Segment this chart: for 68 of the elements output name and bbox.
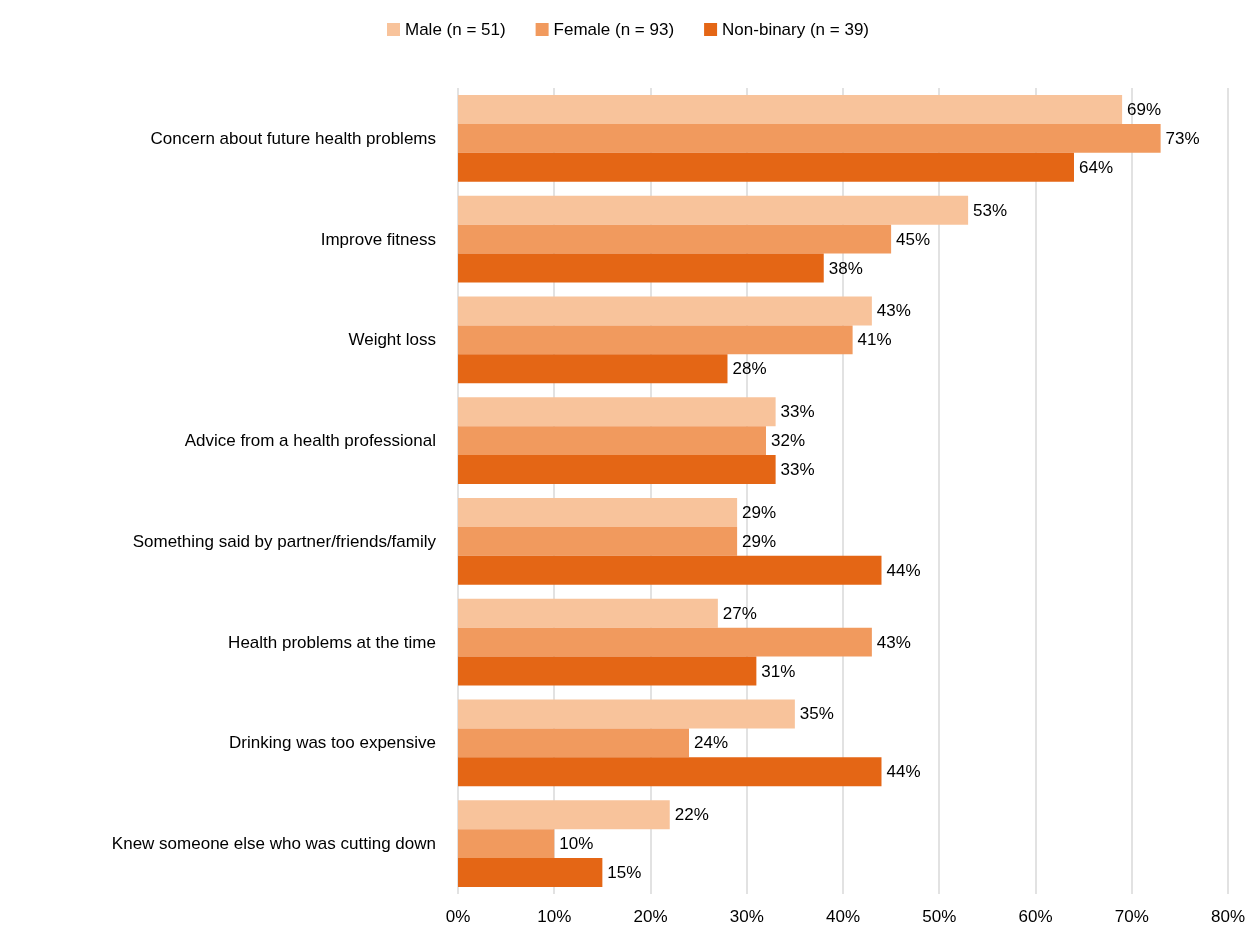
y-tick-label: Weight loss xyxy=(348,330,436,350)
bar xyxy=(458,656,757,686)
data-label: 15% xyxy=(607,863,642,883)
x-tick-label: 20% xyxy=(633,907,668,926)
x-tick-label: 50% xyxy=(922,907,957,926)
legend-label: Male (n = 51) xyxy=(404,20,506,39)
bar xyxy=(458,728,689,758)
x-tick-label: 0% xyxy=(445,907,471,926)
y-tick-label: Knew someone else who was cutting down xyxy=(111,834,436,854)
legend-label: Female (n = 93) xyxy=(553,20,675,39)
data-label: 41% xyxy=(857,330,892,350)
bar xyxy=(458,224,892,254)
y-tick-label: Something said by partner/friends/family xyxy=(132,531,437,551)
bar xyxy=(458,858,603,887)
bar xyxy=(458,426,766,456)
x-tick-label: 70% xyxy=(1114,907,1149,926)
bar xyxy=(458,598,718,628)
bar xyxy=(458,123,1161,153)
data-label: 10% xyxy=(559,834,594,854)
y-tick-label: Concern about future health problems xyxy=(150,128,436,148)
bar xyxy=(458,526,738,556)
bar xyxy=(458,829,555,859)
bar xyxy=(458,195,969,225)
data-label: 27% xyxy=(722,603,757,623)
bar xyxy=(458,555,882,585)
y-tick-label: Drinking was too expensive xyxy=(229,733,436,753)
bar xyxy=(458,757,882,787)
x-tick-label: 60% xyxy=(1018,907,1053,926)
y-tick-label: Improve fitness xyxy=(320,229,436,249)
data-label: 69% xyxy=(1127,99,1162,119)
data-label: 24% xyxy=(694,733,729,753)
data-label: 38% xyxy=(828,258,863,278)
data-label: 43% xyxy=(876,632,911,652)
data-label: 29% xyxy=(742,531,777,551)
x-tick-label: 80% xyxy=(1210,907,1245,926)
data-label: 64% xyxy=(1078,157,1114,177)
data-label: 44% xyxy=(886,560,921,580)
y-tick-label: Advice from a health professional xyxy=(184,431,436,451)
data-label: 53% xyxy=(973,200,1008,220)
data-label: 28% xyxy=(732,359,767,379)
data-label: 22% xyxy=(674,805,709,825)
bar xyxy=(458,296,872,326)
data-label: 43% xyxy=(876,301,911,321)
y-tick-label: Health problems at the time xyxy=(228,632,436,652)
legend-label: Non-binary (n = 39) xyxy=(722,20,870,39)
bar xyxy=(458,627,872,657)
bar xyxy=(458,397,776,427)
data-label: 31% xyxy=(761,661,796,681)
bar xyxy=(458,253,824,283)
bar xyxy=(458,498,738,527)
data-label: 33% xyxy=(780,402,815,422)
data-label: 73% xyxy=(1165,128,1200,148)
bar xyxy=(458,800,670,830)
data-label: 29% xyxy=(742,502,777,522)
bar xyxy=(458,152,1074,182)
bar xyxy=(458,325,853,355)
x-tick-label: 40% xyxy=(825,907,861,926)
bar xyxy=(458,699,795,729)
data-label: 44% xyxy=(886,762,921,782)
bar xyxy=(458,354,728,384)
x-tick-label: 10% xyxy=(537,907,572,926)
bar xyxy=(458,95,1123,124)
x-tick-label: 30% xyxy=(729,907,764,926)
data-label: 32% xyxy=(770,431,806,451)
data-label: 35% xyxy=(799,704,834,724)
data-label: 33% xyxy=(780,460,815,480)
data-label: 45% xyxy=(896,229,931,249)
bar xyxy=(458,455,776,484)
